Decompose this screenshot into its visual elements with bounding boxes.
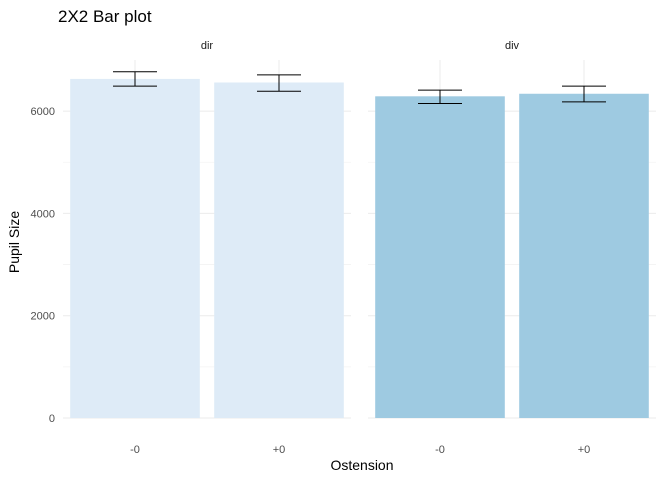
y-tick-label: 2000: [31, 311, 55, 323]
bar-div-1: [519, 93, 649, 419]
facet-label-dir: dir: [201, 40, 214, 52]
x-tick-label: -0: [130, 444, 140, 456]
x-tick-label: +0: [578, 444, 591, 456]
y-tick-label: 4000: [31, 208, 55, 220]
y-tick-label: 0: [49, 413, 55, 425]
x-tick-label: +0: [273, 444, 286, 456]
x-tick-label: -0: [435, 444, 445, 456]
facet-label-div: div: [505, 40, 520, 52]
bar-dir-0: [70, 78, 200, 419]
bar-dir-1: [214, 82, 344, 418]
chart-title: 2X2 Bar plot: [58, 7, 152, 26]
y-tick-label: 6000: [31, 106, 55, 118]
x-axis-title: Ostension: [330, 457, 393, 473]
y-axis-title: Pupil Size: [6, 211, 22, 273]
panels: dir -0 +0 div -0 +0 0 2000 4000 6000: [31, 40, 656, 456]
bar-div-0: [375, 96, 505, 418]
